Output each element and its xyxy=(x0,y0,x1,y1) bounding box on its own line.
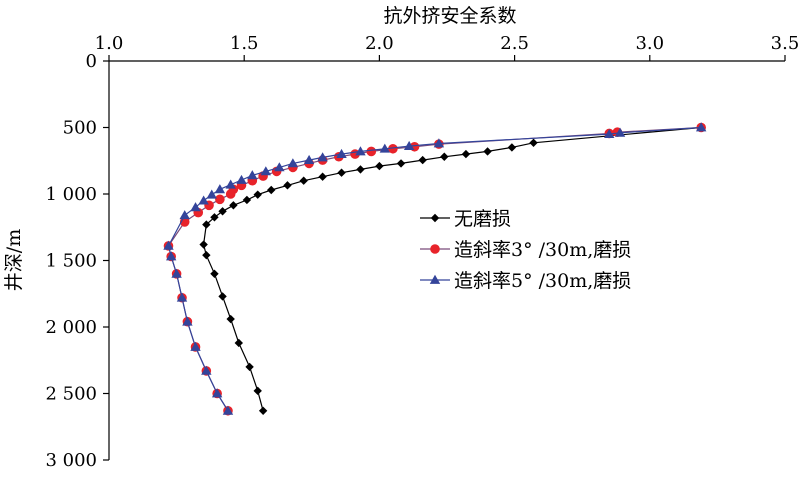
data-point xyxy=(171,268,182,278)
y-tick-label: 0 xyxy=(86,51,97,72)
y-axis-title: 井深/m xyxy=(3,229,25,291)
data-point xyxy=(375,161,384,171)
x-tick-label: 1.0 xyxy=(95,33,124,54)
series-3 xyxy=(163,122,707,415)
x-tick-label: 3.5 xyxy=(771,33,800,54)
data-point xyxy=(214,184,226,194)
data-point xyxy=(202,250,211,260)
legend-label: 造斜率5° /30m,磨损 xyxy=(454,270,631,292)
x-axis-title: 抗外挤安全系数 xyxy=(383,5,516,27)
data-point xyxy=(225,179,236,189)
data-point xyxy=(529,138,538,147)
data-point xyxy=(299,176,308,185)
x-tick-label: 1.5 xyxy=(230,33,259,54)
series-line xyxy=(167,126,702,412)
data-point xyxy=(355,146,366,156)
data-point xyxy=(695,122,707,132)
data-point xyxy=(274,162,285,172)
data-point xyxy=(190,341,201,351)
data-point xyxy=(483,147,492,156)
data-point xyxy=(247,170,258,180)
data-point xyxy=(229,201,238,210)
data-point xyxy=(218,207,227,216)
data-point xyxy=(253,190,262,199)
legend-label: 无磨损 xyxy=(454,208,511,230)
legend-marker xyxy=(430,244,440,254)
data-point xyxy=(234,338,243,348)
data-point xyxy=(165,251,177,261)
data-point xyxy=(318,172,327,181)
legend-label: 造斜率3° /30m,磨损 xyxy=(454,239,631,261)
data-point xyxy=(201,365,212,375)
y-tick-label: 3 000 xyxy=(45,450,97,471)
data-point xyxy=(225,189,236,199)
data-point xyxy=(614,127,626,137)
y-tick-label: 1 000 xyxy=(45,184,97,205)
data-point xyxy=(461,149,471,159)
data-point xyxy=(210,269,219,278)
data-point xyxy=(198,195,209,205)
data-point xyxy=(303,154,315,164)
data-point xyxy=(440,152,449,161)
data-point xyxy=(245,362,254,372)
data-point xyxy=(336,148,347,158)
data-point xyxy=(253,386,262,396)
data-point xyxy=(396,159,406,168)
data-point xyxy=(236,174,247,184)
data-point xyxy=(182,316,193,326)
data-point xyxy=(507,143,517,152)
data-point xyxy=(258,406,268,415)
data-point xyxy=(260,166,272,176)
x-tick-label: 2.5 xyxy=(500,33,529,54)
series-layer xyxy=(163,122,707,416)
data-point xyxy=(356,165,365,174)
data-point xyxy=(210,213,219,222)
legend-marker xyxy=(429,274,441,284)
data-point xyxy=(218,292,227,301)
data-point xyxy=(226,314,235,324)
data-point xyxy=(366,146,377,157)
y-tick-label: 2 000 xyxy=(45,317,97,338)
data-point xyxy=(163,240,174,250)
y-tick-label: 1 500 xyxy=(45,251,97,272)
data-point xyxy=(287,158,299,168)
data-point xyxy=(403,140,415,151)
data-point xyxy=(202,220,211,229)
data-point xyxy=(179,210,190,220)
data-point xyxy=(176,292,188,302)
data-point xyxy=(215,194,225,205)
data-point xyxy=(190,202,201,212)
x-tick-label: 2.0 xyxy=(365,33,394,54)
y-tick-label: 2 500 xyxy=(45,384,97,405)
data-point xyxy=(199,240,208,249)
data-point xyxy=(337,168,346,177)
data-point xyxy=(604,128,615,139)
series-1 xyxy=(199,123,706,415)
data-point xyxy=(211,388,223,398)
data-point xyxy=(433,138,445,148)
data-point xyxy=(242,195,252,205)
data-point xyxy=(206,189,217,199)
x-tick-label: 3.0 xyxy=(635,33,664,54)
data-point xyxy=(267,185,276,195)
data-point xyxy=(317,152,328,162)
data-point xyxy=(418,155,427,165)
axes-layer: 1.0 1.5 2.0 2.5 3.0 3.5 0 500 1 000 1 500 2 000 2 5… xyxy=(45,33,799,471)
data-point xyxy=(379,143,391,153)
data-point xyxy=(283,181,292,190)
legend-marker xyxy=(430,213,440,223)
y-tick-label: 500 xyxy=(63,118,97,139)
data-point xyxy=(222,405,234,415)
